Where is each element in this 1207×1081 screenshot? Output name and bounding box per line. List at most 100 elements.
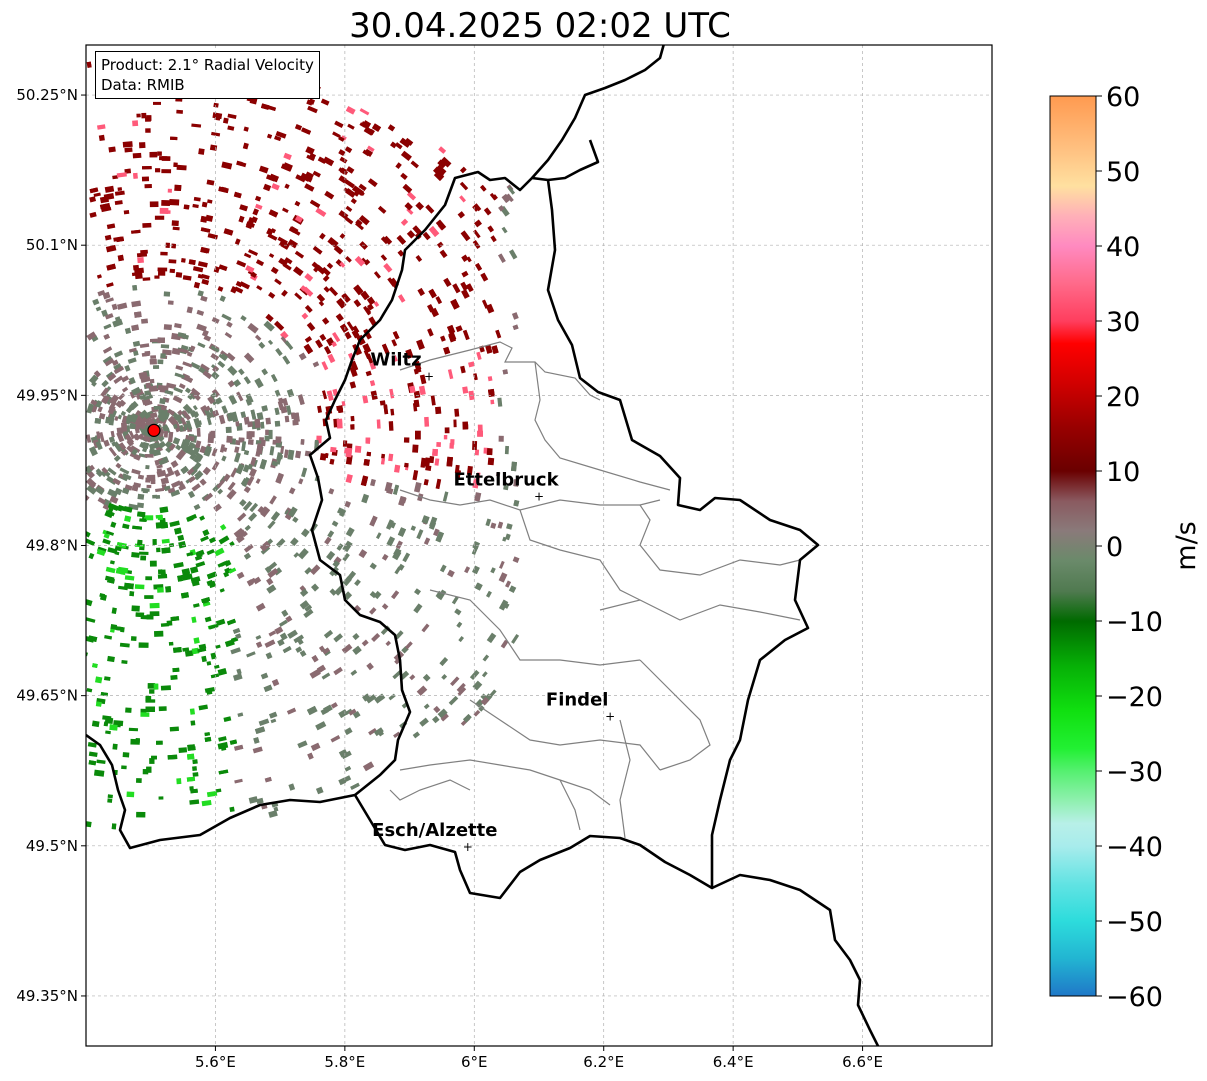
radar-gate (485, 344, 493, 354)
radar-gate (322, 156, 335, 167)
radar-gate (323, 286, 330, 293)
radar-gate (284, 509, 290, 516)
radar-gate (99, 412, 106, 420)
radar-gate (189, 566, 199, 574)
radar-gate (312, 246, 323, 255)
radar-gate (227, 380, 236, 388)
radar-gate (435, 406, 442, 415)
radar-gate (324, 453, 329, 459)
radar-gate (140, 555, 147, 561)
radar-gate (124, 327, 132, 335)
radar-gate (116, 541, 127, 549)
radar-gate (236, 668, 242, 675)
radar-gate (95, 440, 103, 451)
radar-gate (230, 647, 241, 655)
radar-gate (266, 584, 277, 594)
radar-gate (370, 478, 376, 487)
lon-tick-label: 5.8°E (324, 1053, 365, 1071)
radar-gate (120, 410, 127, 417)
radar-gate (352, 645, 362, 655)
radar-gate (186, 753, 195, 760)
radar-gate (294, 215, 303, 223)
radar-gate (511, 312, 519, 320)
radar-gate (133, 453, 142, 461)
radar-gate (310, 583, 320, 592)
radar-gate (240, 315, 247, 322)
radar-gate (202, 601, 211, 607)
radar-gate (293, 552, 300, 558)
radar-gate (344, 500, 351, 508)
radar-gate (338, 175, 347, 184)
radar-gate (157, 587, 164, 593)
colorbar-tick-label: −10 (1106, 607, 1163, 638)
radar-gate (497, 521, 504, 529)
radar-gate (248, 512, 258, 522)
radar-gate (120, 448, 129, 456)
radar-gate (105, 244, 117, 253)
radar-gate (135, 418, 142, 427)
radar-gate (178, 540, 187, 549)
radar-gate (166, 466, 173, 474)
radar-gate (88, 760, 97, 766)
radar-gate (121, 386, 129, 393)
radar-gate (437, 589, 447, 601)
radar-gate (218, 736, 227, 742)
radar-gate (197, 261, 208, 268)
radar-gate (104, 185, 115, 193)
radar-gate (182, 361, 193, 368)
radar-gate (255, 203, 263, 210)
radar-gate (416, 529, 424, 540)
radar-gate (347, 123, 355, 130)
radar-gate (412, 731, 421, 739)
radar-gate (163, 324, 172, 331)
radar-gate (259, 166, 266, 173)
radar-gate (466, 465, 473, 476)
radar-gate (248, 468, 257, 478)
radar-gate (117, 566, 129, 574)
radar-gate (161, 547, 171, 554)
radar-gate (114, 415, 119, 422)
radar-gate (309, 564, 321, 576)
radar-gate (124, 147, 133, 153)
radar-gate (288, 783, 296, 791)
radar-gate (343, 187, 351, 194)
radar-gate (189, 452, 197, 461)
radar-gate (92, 663, 98, 669)
radar-gate (271, 183, 280, 191)
radar-gate (336, 297, 347, 309)
radar-gate (247, 421, 253, 428)
radar-gate (389, 388, 395, 399)
radar-gate (338, 508, 347, 517)
radar-gate (307, 752, 314, 760)
city-label: Wiltz (370, 349, 421, 370)
radar-gate (149, 449, 155, 453)
radar-gate (446, 456, 453, 467)
radar-gate (443, 277, 452, 288)
radar-gate (500, 639, 509, 649)
radar-gate (389, 141, 398, 149)
radar-gate (144, 595, 154, 599)
radar-gate (415, 201, 425, 211)
colorbar-tick-label: 50 (1106, 157, 1140, 188)
radar-gate (362, 120, 372, 129)
radar-gate (412, 225, 423, 236)
radar-gate (248, 249, 259, 257)
radar-gate (481, 671, 488, 678)
radar-gate (473, 229, 481, 239)
radar-gate (409, 385, 416, 394)
radar-gate (117, 504, 124, 512)
radar-gate (410, 160, 419, 169)
radar-gate (154, 630, 164, 637)
radar-gate (377, 205, 387, 214)
radar-gate (226, 618, 236, 626)
radar-gate (373, 301, 380, 308)
radar-gate (215, 644, 221, 649)
radar-gate (158, 432, 164, 438)
radar-gate (126, 445, 134, 453)
radar-gate (351, 329, 360, 339)
radar-gate (443, 434, 448, 440)
radar-gate (394, 630, 404, 640)
radar-gate (218, 186, 229, 194)
radar-gate (196, 428, 201, 437)
